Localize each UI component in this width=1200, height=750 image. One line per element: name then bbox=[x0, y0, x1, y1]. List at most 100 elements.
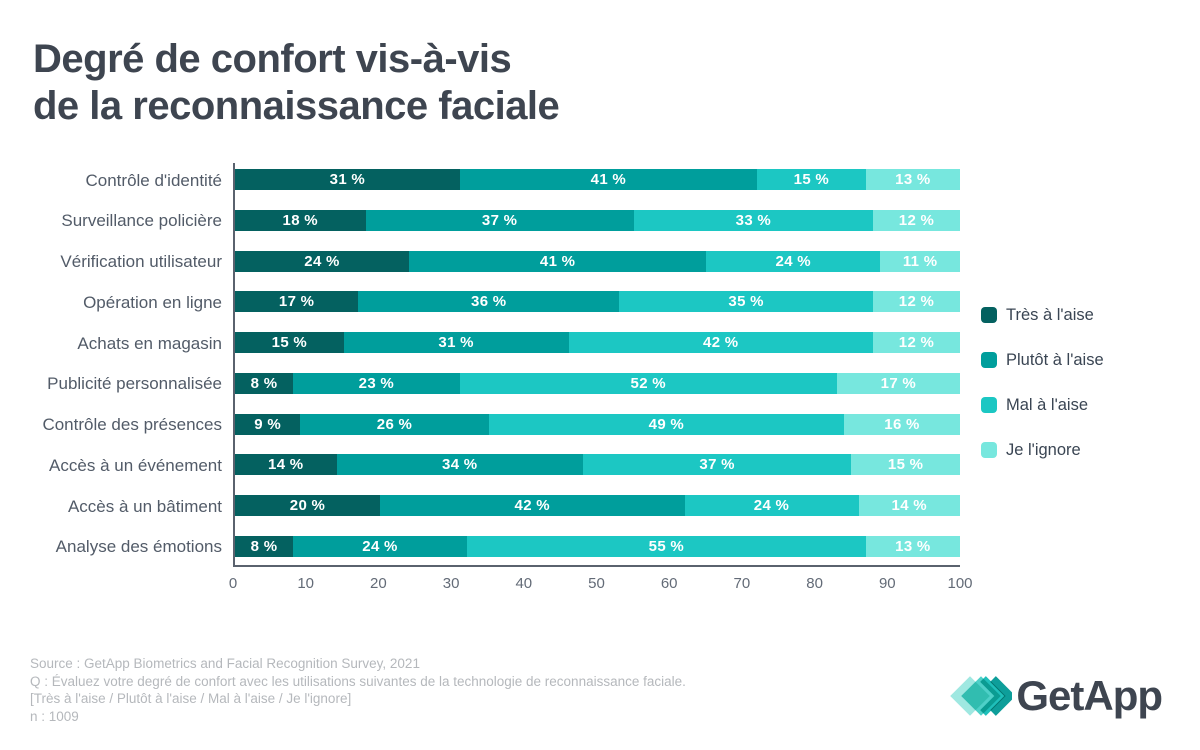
x-tick-label: 80 bbox=[806, 575, 823, 592]
bar-value-label: 31 % bbox=[329, 171, 366, 188]
bar-value-label: 33 % bbox=[735, 211, 772, 229]
bar-value-label: 42 % bbox=[514, 497, 550, 514]
bar-value-label: 41 % bbox=[539, 252, 576, 270]
bar-value-label: 42 % bbox=[703, 334, 739, 351]
x-tick-label: 70 bbox=[733, 575, 751, 592]
footer-scale-line: [Très à l'aise / Plutôt à l'aise / Mal à… bbox=[30, 691, 352, 706]
bar-value-label: 34 % bbox=[442, 456, 478, 474]
bar-segment: 8 % bbox=[235, 372, 293, 394]
category-label: Accès à un événement bbox=[49, 455, 222, 475]
bar-segment: 15 % bbox=[235, 332, 344, 353]
bar-segment: 13 % bbox=[865, 169, 960, 190]
getapp-logo: GetApp bbox=[950, 668, 1163, 724]
bar-segment: 42 % bbox=[568, 332, 873, 353]
bar-segment: 20 % bbox=[235, 495, 380, 516]
bar-value-label: 18 % bbox=[282, 211, 318, 229]
bar-segment: 55 % bbox=[467, 535, 866, 557]
bar-value-label: 37 % bbox=[481, 211, 518, 229]
bar-segment: 35 % bbox=[619, 291, 873, 313]
bar-segment: 41 % bbox=[459, 169, 757, 190]
bar-segment: 49 % bbox=[488, 413, 844, 435]
category-label: Opération en ligne bbox=[83, 292, 222, 312]
bar-row: 20 % 42 % 24 % 14 % bbox=[235, 495, 960, 516]
bar-segment: 33 % bbox=[633, 209, 873, 231]
bar-row: 8 % 24 % 55 % 13 % bbox=[235, 535, 960, 557]
bar-value-label: 15 % bbox=[887, 456, 924, 474]
x-tick-label: 90 bbox=[878, 575, 896, 592]
bar-value-label: 13 % bbox=[895, 537, 931, 555]
category-label: Publicité personnalisée bbox=[47, 374, 222, 394]
bar-value-label: 52 % bbox=[630, 374, 666, 392]
x-tick-label: 30 bbox=[442, 575, 460, 592]
footer-source-line: Source : GetApp Biometrics and Facial Re… bbox=[30, 656, 420, 671]
bar-segment: 13 % bbox=[865, 535, 960, 557]
bar-value-label: 9 % bbox=[254, 415, 281, 433]
bar-row: 14 % 34 % 37 % 15 % bbox=[235, 454, 960, 476]
legend-item: Mal à l'aise bbox=[981, 395, 1104, 415]
page-title: Degré de confort vis-à-vis de la reconna… bbox=[33, 36, 560, 130]
getapp-logo-text: GetApp bbox=[1016, 672, 1163, 719]
bar-value-label: 55 % bbox=[648, 537, 685, 555]
legend-item: Je l'ignore bbox=[981, 440, 1104, 460]
bar-value-label: 11 % bbox=[902, 252, 938, 270]
bar-value-label: 41 % bbox=[590, 171, 627, 188]
bar-value-label: 15 % bbox=[793, 171, 830, 188]
bar-segment: 24 % bbox=[684, 495, 859, 516]
category-label: Contrôle des présences bbox=[42, 415, 222, 434]
category-label: Surveillance policière bbox=[61, 211, 222, 231]
category-label: Achats en magasin bbox=[77, 333, 222, 353]
bar-row: 9 % 26 % 49 % 16 % bbox=[235, 413, 960, 435]
bar-value-label: 49 % bbox=[648, 415, 685, 433]
x-axis-ticks: 0 10 20 30 40 50 60 70 80 90 100 bbox=[229, 575, 973, 595]
plot-area: 31 % 41 % 15 % 13 % 18 % 37 % 33 % 12 % 24 % 41 %… bbox=[233, 163, 960, 567]
bar-value-label: 14 % bbox=[891, 497, 927, 514]
bar-segment: 23 % bbox=[293, 372, 460, 394]
bar-row: 17 % 36 % 35 % 12 % bbox=[235, 291, 960, 313]
bar-segment: 14 % bbox=[858, 495, 960, 516]
title-line-1: Degré de confort vis-à-vis bbox=[33, 37, 512, 81]
bar-segment: 41 % bbox=[409, 250, 707, 272]
bar-value-label: 20 % bbox=[289, 497, 326, 514]
legend-swatch-icon bbox=[981, 442, 997, 458]
bar-value-label: 12 % bbox=[898, 334, 935, 351]
bar-segment: 12 % bbox=[873, 209, 960, 231]
bar-segment: 36 % bbox=[358, 291, 620, 313]
bar-segment: 24 % bbox=[706, 250, 881, 272]
bar-segment: 31 % bbox=[343, 332, 569, 353]
bar-segment: 42 % bbox=[380, 495, 685, 516]
bar-segment: 24 % bbox=[293, 535, 467, 557]
bar-segment: 24 % bbox=[235, 250, 409, 272]
bar-value-label: 15 % bbox=[271, 334, 308, 351]
bar-segment: 8 % bbox=[235, 535, 293, 557]
legend-item: Très à l'aise bbox=[981, 305, 1104, 325]
bar-row: 31 % 41 % 15 % 13 % bbox=[235, 169, 960, 190]
bar-segment: 14 % bbox=[235, 454, 337, 476]
x-tick-label: 20 bbox=[370, 575, 387, 592]
category-label: Accès à un bâtiment bbox=[67, 496, 222, 516]
bar-value-label: 37 % bbox=[699, 456, 735, 474]
bar-row: 8 % 23 % 52 % 17 % bbox=[235, 372, 960, 394]
bar-value-label: 23 % bbox=[358, 374, 395, 392]
bar-segment: 17 % bbox=[235, 291, 359, 313]
bar-segment: 12 % bbox=[873, 332, 960, 353]
footer-sample-line: n : 1009 bbox=[30, 708, 79, 724]
bar-segment: 17 % bbox=[836, 372, 960, 394]
bar-segment: 31 % bbox=[235, 169, 460, 190]
x-tick-label: 60 bbox=[660, 575, 678, 592]
bar-value-label: 8 % bbox=[250, 374, 278, 392]
bar-segment: 9 % bbox=[235, 413, 301, 435]
bar-segment: 15 % bbox=[757, 169, 866, 190]
bar-segment: 26 % bbox=[300, 413, 489, 435]
bar-value-label: 14 % bbox=[268, 456, 304, 474]
category-label: Vérification utilisateur bbox=[60, 252, 222, 271]
bar-value-label: 35 % bbox=[728, 293, 764, 311]
bar-segment: 15 % bbox=[851, 454, 960, 476]
legend-label: Je l'ignore bbox=[1006, 440, 1081, 459]
bar-row: 18 % 37 % 33 % 12 % bbox=[235, 209, 960, 231]
bar-segment: 37 % bbox=[583, 454, 852, 476]
bar-value-label: 17 % bbox=[880, 374, 917, 392]
bar-row: 24 % 41 % 24 % 11 % bbox=[235, 250, 960, 272]
x-tick-label: 0 bbox=[228, 575, 238, 592]
bar-segment: 34 % bbox=[336, 454, 583, 476]
source-footer: Source : GetApp Biometrics and Facial Re… bbox=[30, 655, 686, 725]
